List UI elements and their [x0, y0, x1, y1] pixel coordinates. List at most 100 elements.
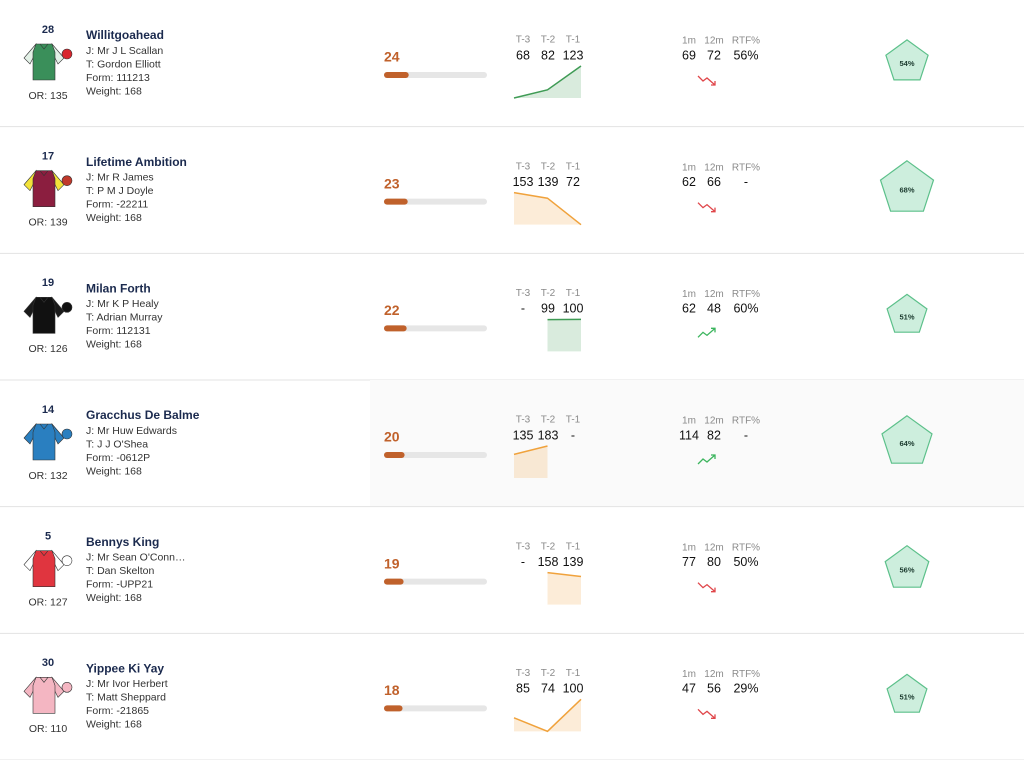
runner-row: 19 OR: 126 Milan Forth J: Mr K P Healy T: Ad… — [0, 277, 1024, 381]
weight: Weight: 168 — [86, 592, 142, 604]
stat-value: 80 — [707, 555, 721, 569]
sparkline — [513, 65, 582, 99]
score-bar — [384, 578, 404, 585]
stat-value: 48 — [707, 302, 721, 316]
silk-icon — [23, 169, 73, 207]
figure-header: T-2 — [541, 288, 556, 299]
trend-arrow — [697, 75, 716, 86]
figure-header: T-2 — [541, 668, 556, 679]
sparkline — [513, 698, 582, 733]
figure-header: T-3 — [516, 541, 531, 552]
stat-header: RTF% — [732, 542, 760, 553]
score-bar — [384, 72, 409, 78]
jockey: J: Mr R James — [86, 171, 154, 183]
saddle-number: 30 — [42, 657, 54, 669]
sparkline-area — [514, 66, 581, 98]
form: Form: -22211 — [86, 198, 148, 210]
silk-collar — [39, 423, 49, 430]
silk-cap — [61, 175, 73, 186]
figure-value: 139 — [538, 175, 559, 189]
saddle-number: 17 — [42, 151, 54, 163]
stat-value: 69 — [682, 48, 696, 62]
runner-row: 17 OR: 139 Lifetime Ambition J: Mr R James T… — [0, 151, 1024, 254]
saddle-number: 28 — [42, 24, 54, 36]
radar-shape — [886, 293, 928, 333]
runner-row: 5 OR: 127 Bennys King J: Mr Sean O'Conn… T: … — [0, 531, 1024, 634]
stat-header: 1m — [682, 669, 696, 680]
jockey: J: Mr Ivor Herbert — [86, 678, 168, 690]
weight: Weight: 168 — [86, 85, 142, 97]
score: 18 — [384, 682, 400, 698]
score-bar — [384, 705, 403, 712]
jockey: J: Mr J L Scallan — [86, 45, 163, 57]
horse-name: Lifetime Ambition — [86, 155, 187, 169]
runner-row: 30 OR: 110 Yippee Ki Yay J: Mr Ivor Herbert… — [0, 657, 1024, 760]
weight: Weight: 168 — [86, 719, 142, 731]
figure-value: 123 — [563, 48, 584, 62]
sparkline-area — [514, 446, 548, 478]
horse-name: Gracchus De Balme — [86, 408, 200, 422]
form: Form: 112131 — [86, 325, 151, 337]
saddle-number: 5 — [45, 531, 51, 543]
silk-collar — [39, 170, 49, 177]
stat-value: 56 — [707, 682, 721, 696]
radar-shape — [885, 39, 929, 81]
figure-header: T-2 — [541, 415, 556, 426]
stat-header: 12m — [704, 669, 723, 680]
figure-header: T-3 — [516, 288, 531, 299]
sparkline-area — [514, 192, 581, 225]
trainer: T: Gordon Elliott — [86, 58, 161, 70]
stat-header: 12m — [704, 416, 723, 427]
silk-body — [32, 677, 56, 714]
score: 24 — [384, 49, 400, 65]
figure-header: T-2 — [541, 161, 556, 172]
stat-header: 1m — [682, 36, 696, 47]
stat-value: 66 — [707, 175, 721, 189]
figure-value: 99 — [541, 302, 555, 316]
figure-value: 100 — [563, 682, 584, 696]
radar-label: 51% — [899, 312, 914, 321]
trainer: T: Dan Skelton — [86, 565, 154, 577]
stat-header: 1m — [682, 542, 696, 553]
silk-cap — [61, 428, 73, 440]
radar-label: 51% — [899, 692, 914, 701]
stat-header: 12m — [704, 542, 723, 553]
form: Form: -0612P — [86, 452, 150, 464]
figure-value: 72 — [566, 175, 580, 189]
trainer: T: Matt Sheppard — [86, 692, 166, 704]
horse-name: Willitgoahead — [86, 28, 164, 42]
stat-header: RTF% — [732, 162, 760, 173]
stat-value: - — [744, 175, 748, 189]
horse-name: Milan Forth — [86, 282, 151, 296]
stat-value: 62 — [682, 175, 696, 189]
radar-shape — [881, 415, 933, 464]
silk-icon — [23, 42, 73, 81]
official-rating: OR: 127 — [28, 596, 67, 608]
score-bar — [384, 325, 407, 332]
stat-value: 29% — [733, 682, 758, 696]
trainer: T: J J O'Shea — [86, 438, 148, 450]
trend-arrow — [697, 202, 716, 213]
score-track — [384, 452, 487, 458]
silk-icon — [23, 549, 73, 587]
jockey: J: Mr Huw Edwards — [86, 425, 177, 437]
stat-header: 1m — [682, 416, 696, 427]
figure-header: T-3 — [516, 415, 531, 426]
silk-cap — [61, 555, 73, 566]
silk-collar — [39, 550, 49, 557]
silk-collar — [39, 677, 49, 683]
silk-cap — [61, 682, 73, 693]
stat-header: RTF% — [732, 669, 760, 680]
trainer: T: Adrian Murray — [86, 312, 163, 324]
stat-value: 60% — [733, 302, 758, 316]
score-track — [384, 578, 487, 585]
stat-value: 47 — [682, 682, 696, 696]
score-track — [384, 325, 487, 332]
silk-icon — [23, 676, 73, 714]
sparkline-area — [514, 699, 581, 732]
figure-header: T-1 — [566, 161, 581, 172]
trend-arrow — [697, 454, 716, 465]
silk-body — [32, 43, 56, 81]
